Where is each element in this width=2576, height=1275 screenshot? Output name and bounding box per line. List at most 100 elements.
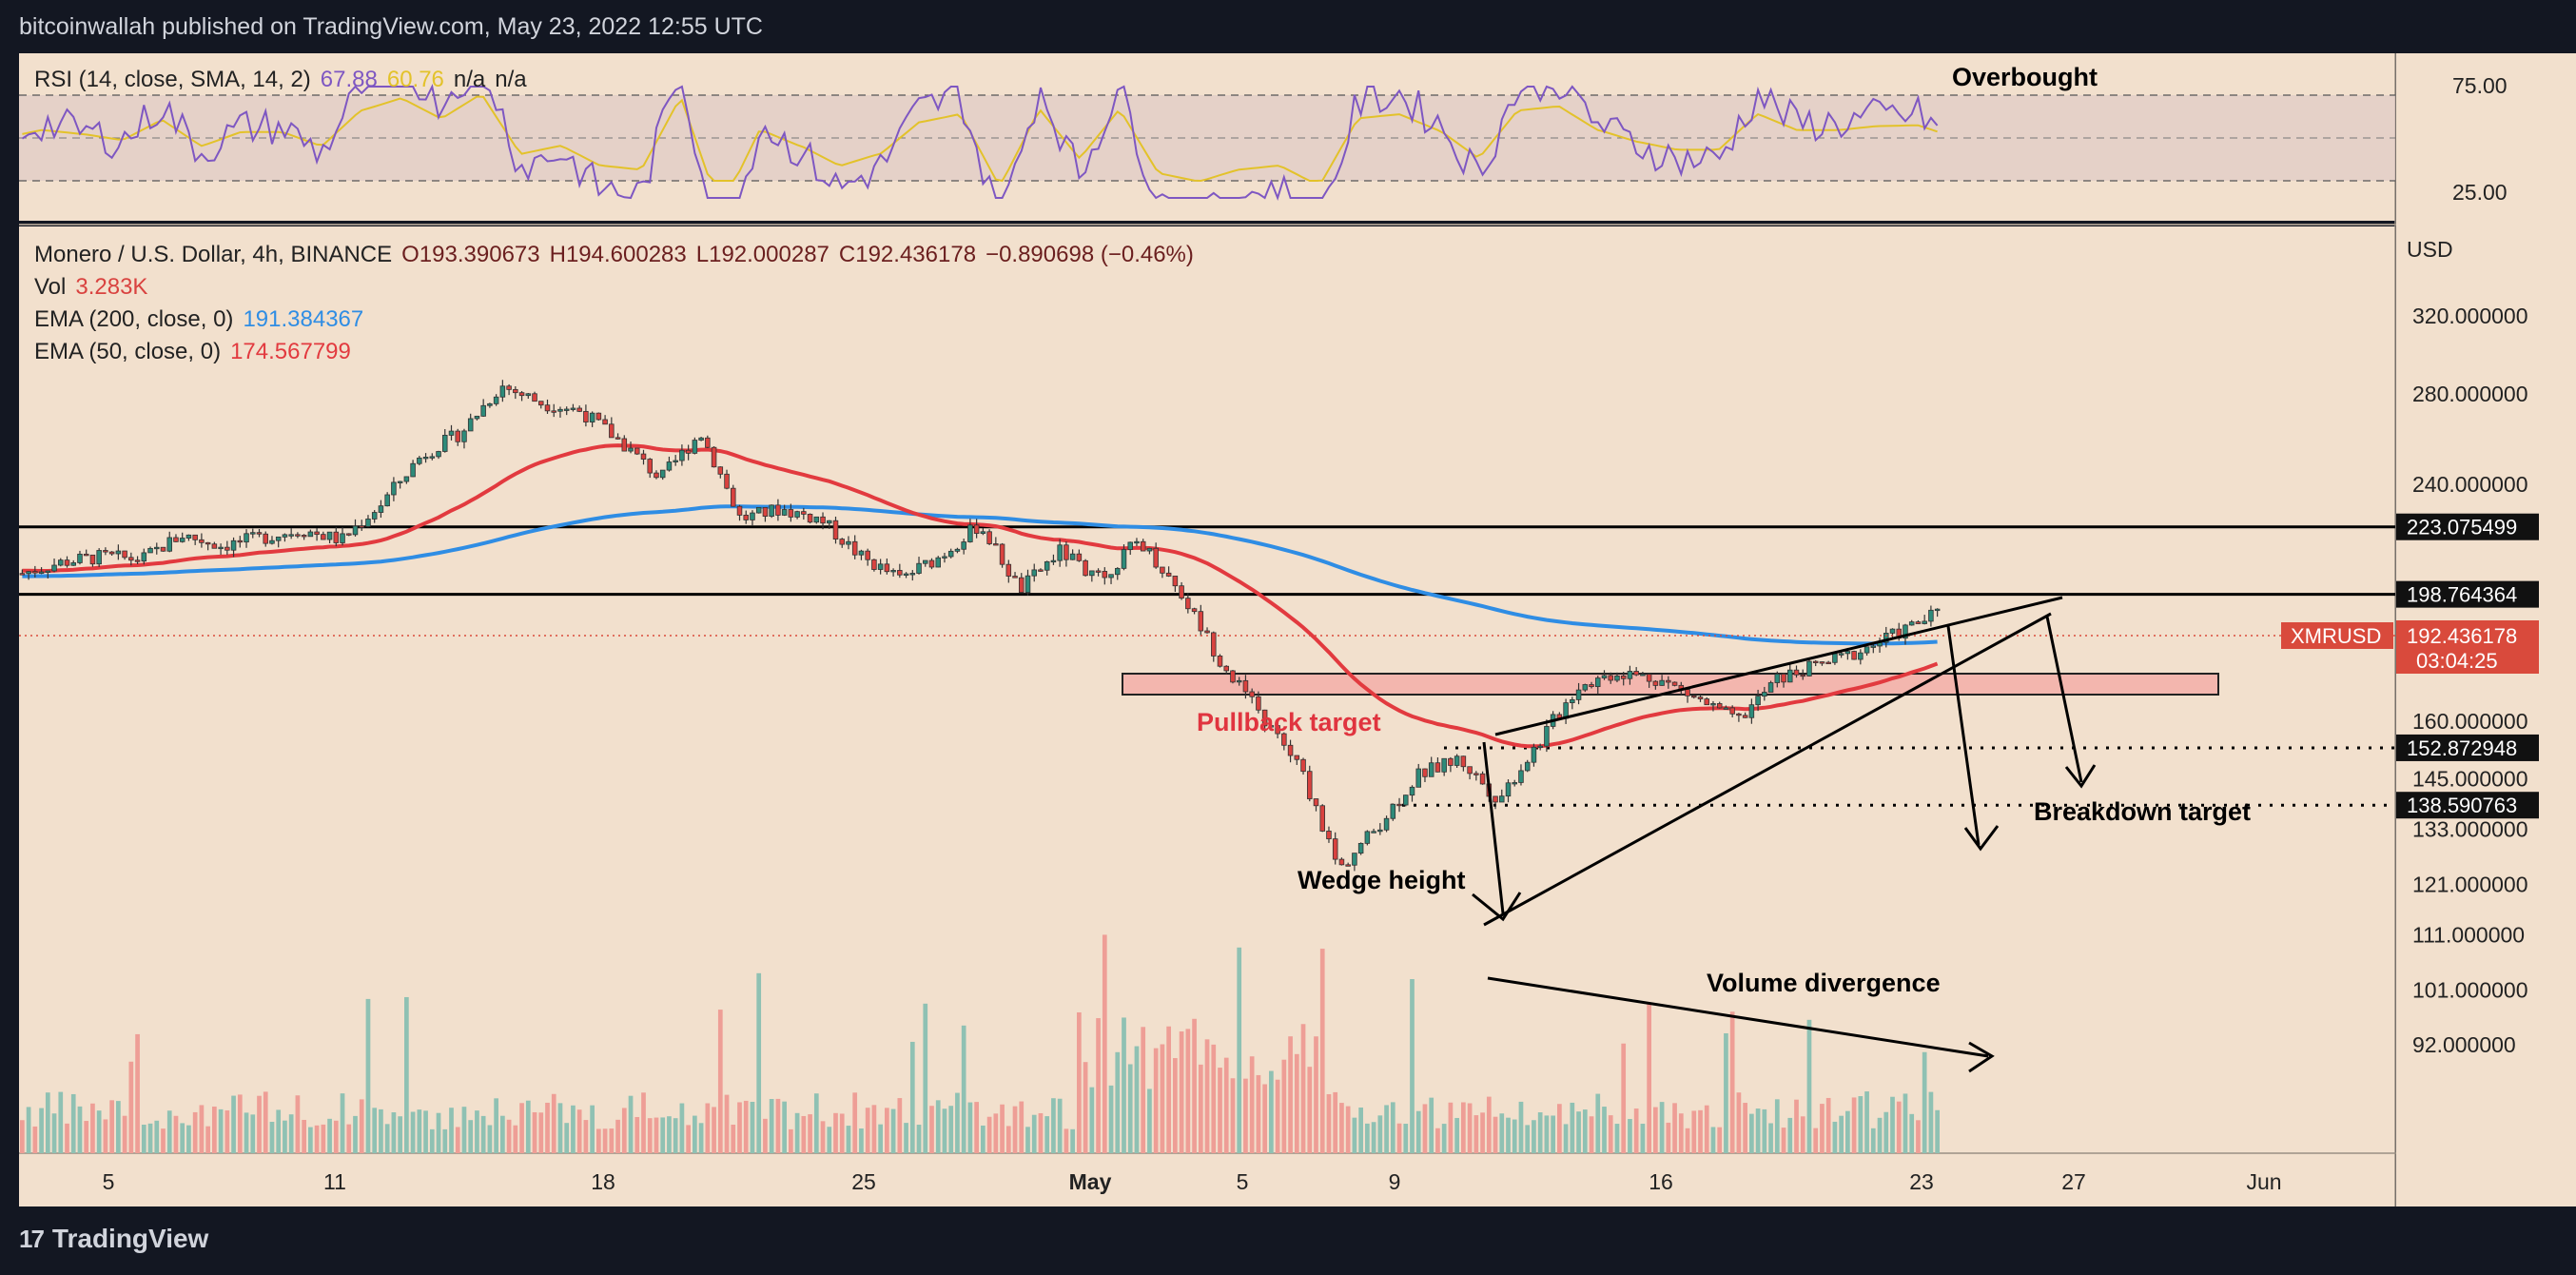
candle-body bbox=[935, 557, 941, 568]
candle-body bbox=[1338, 858, 1345, 866]
volume-bar bbox=[865, 1108, 870, 1153]
candle-body bbox=[1870, 645, 1877, 648]
volume-bar bbox=[1390, 1102, 1395, 1153]
level-tag bbox=[2396, 734, 2539, 761]
candle-body bbox=[1076, 553, 1083, 561]
candle-body bbox=[775, 504, 781, 516]
wedge-pattern bbox=[1472, 596, 2097, 1073]
candle-body bbox=[1038, 569, 1044, 572]
volume-bar bbox=[1864, 1091, 1869, 1153]
candle-body bbox=[1019, 577, 1025, 594]
candle-body bbox=[750, 512, 755, 520]
candle-body bbox=[788, 509, 794, 518]
candle-body bbox=[1422, 768, 1428, 777]
candle-body bbox=[417, 457, 422, 464]
candle-body bbox=[199, 539, 205, 543]
volume-bar bbox=[384, 1124, 390, 1153]
candle-body bbox=[122, 550, 127, 559]
candle-body bbox=[1434, 762, 1441, 773]
candle-body bbox=[365, 519, 371, 527]
volume-bar bbox=[1204, 1039, 1210, 1153]
candle-body bbox=[628, 447, 634, 452]
volume-bar bbox=[1486, 1096, 1492, 1153]
volume-bar bbox=[1422, 1104, 1428, 1153]
candle-body bbox=[1127, 541, 1133, 550]
candle-body bbox=[698, 437, 704, 441]
volume-bar bbox=[551, 1093, 556, 1153]
breakdown-arrowhead-1 bbox=[2064, 764, 2097, 789]
candle-body bbox=[1633, 671, 1639, 676]
volume-bar bbox=[1839, 1115, 1844, 1153]
volume-bar bbox=[852, 1092, 858, 1153]
candle-body bbox=[724, 473, 730, 489]
last-price-tag bbox=[2396, 620, 2539, 674]
footer-brand-name: TradingView bbox=[51, 1224, 209, 1253]
candle-body bbox=[1473, 773, 1479, 775]
price-tick-label: 320.000000 bbox=[2412, 304, 2528, 328]
volume-bar bbox=[545, 1102, 550, 1153]
candle-body bbox=[1031, 569, 1037, 577]
candle-body bbox=[474, 415, 480, 420]
volume-bar bbox=[1825, 1097, 1831, 1153]
candle-body bbox=[551, 410, 556, 413]
volume-bar bbox=[372, 1108, 378, 1153]
time-tick-label: 5 bbox=[103, 1169, 115, 1194]
volume-bar bbox=[974, 1102, 979, 1153]
ohlc-low: L192.000287 bbox=[695, 242, 829, 267]
candle-body bbox=[179, 538, 185, 542]
ohlc-close: C192.436178 bbox=[838, 242, 977, 267]
volume-bar bbox=[1820, 1104, 1825, 1153]
candle-body bbox=[685, 449, 692, 454]
volume-bar bbox=[1781, 1128, 1786, 1153]
candle-body bbox=[224, 546, 230, 551]
volume-bar bbox=[1122, 1017, 1126, 1153]
candle-body bbox=[282, 534, 288, 538]
volume-bar bbox=[436, 1112, 441, 1153]
volume-bar bbox=[1102, 934, 1107, 1153]
candle-body bbox=[1570, 698, 1575, 704]
volume-bar bbox=[532, 1111, 537, 1153]
candle-body bbox=[1524, 761, 1531, 772]
candle-body bbox=[1685, 689, 1690, 696]
volume-bar bbox=[602, 1128, 608, 1153]
candle-body bbox=[595, 412, 602, 421]
candle-body bbox=[973, 524, 980, 535]
volume-bar bbox=[654, 1117, 659, 1153]
volume-bar bbox=[647, 1118, 653, 1153]
volume-bar bbox=[564, 1123, 570, 1153]
candle-body bbox=[250, 532, 256, 535]
candle-body bbox=[1223, 665, 1229, 672]
candle-body bbox=[154, 546, 160, 550]
candle-body bbox=[1755, 696, 1761, 706]
candle-body bbox=[967, 524, 973, 542]
volume-bar bbox=[1473, 1115, 1479, 1153]
volume-bar bbox=[641, 1092, 646, 1153]
volume-bar bbox=[1576, 1111, 1581, 1153]
candle-body bbox=[858, 550, 865, 556]
candle-body bbox=[391, 481, 397, 496]
volume-bar bbox=[1743, 1103, 1747, 1153]
candle-body bbox=[525, 393, 532, 397]
candle-body bbox=[1454, 755, 1460, 766]
volume-bar bbox=[763, 1118, 768, 1153]
candle-body bbox=[506, 385, 512, 390]
volume-bar bbox=[103, 1119, 108, 1153]
volume-bar bbox=[731, 1125, 736, 1153]
volume-bar bbox=[1141, 1027, 1146, 1153]
volume-bar bbox=[660, 1117, 666, 1153]
footer-brand: 17 TradingView bbox=[19, 1224, 208, 1254]
candle-body bbox=[986, 531, 992, 544]
candle-body bbox=[103, 550, 108, 553]
volume-bar bbox=[1403, 1124, 1409, 1153]
time-tick-label: 27 bbox=[2061, 1169, 2086, 1194]
candle-body bbox=[70, 562, 76, 566]
breakdown-arrow-1 bbox=[2045, 616, 2083, 783]
candle-body bbox=[711, 446, 717, 468]
candle-body bbox=[422, 457, 429, 460]
volume-bar bbox=[1429, 1097, 1434, 1153]
volume-bar bbox=[1877, 1117, 1883, 1153]
volume-bar bbox=[1691, 1110, 1697, 1153]
candle-body bbox=[1300, 758, 1306, 773]
candle-body bbox=[263, 533, 268, 544]
candle-body bbox=[1627, 671, 1633, 679]
